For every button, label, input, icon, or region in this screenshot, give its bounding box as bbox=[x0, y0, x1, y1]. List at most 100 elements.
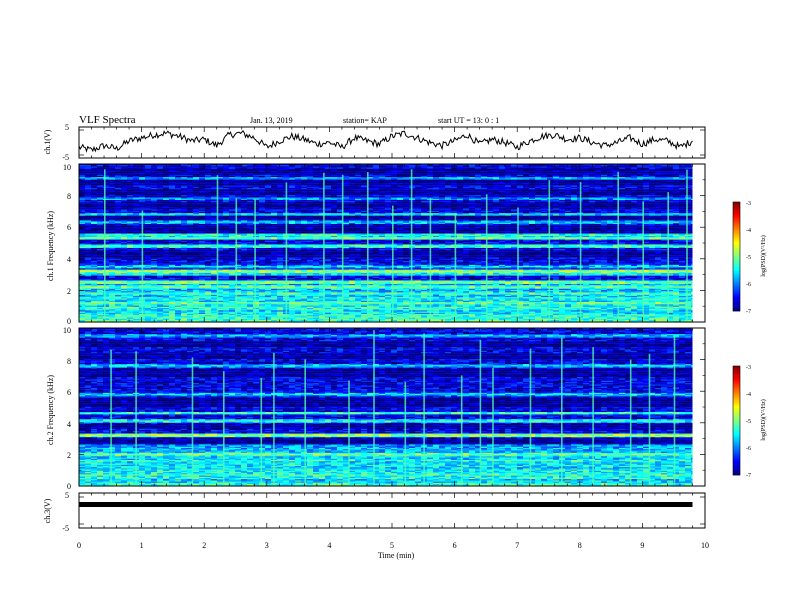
spectrogram-cell bbox=[613, 166, 619, 167]
spectrogram-cell bbox=[649, 176, 655, 177]
spectrogram-cell bbox=[517, 166, 523, 167]
spectrogram-cell bbox=[535, 177, 541, 178]
spectrogram-cell bbox=[469, 175, 475, 176]
spectrogram-cell bbox=[193, 170, 199, 171]
spectrogram-cell bbox=[409, 165, 415, 166]
spectrogram-cell bbox=[157, 166, 163, 167]
spectrogram-cell bbox=[523, 176, 529, 177]
spectrogram-cell bbox=[655, 168, 661, 169]
spectrogram-cell bbox=[229, 176, 235, 177]
spectrogram-cell bbox=[259, 169, 265, 170]
spectrogram-cell bbox=[661, 165, 667, 166]
spectrogram-cell bbox=[103, 174, 109, 175]
spectrogram-cell bbox=[157, 174, 163, 175]
spectrogram-cell bbox=[391, 175, 397, 176]
spectrogram-cell bbox=[133, 177, 139, 178]
spectrogram-cell bbox=[193, 171, 199, 172]
spectrogram-cell bbox=[169, 178, 175, 179]
spectrogram-cell bbox=[637, 170, 643, 171]
spectrogram-cell bbox=[97, 176, 103, 177]
spectrogram-cell bbox=[487, 174, 493, 175]
spectrogram-cell bbox=[349, 171, 355, 172]
spectrogram-cell bbox=[145, 170, 151, 171]
spectrogram-cell bbox=[121, 175, 127, 176]
spectrogram-cell bbox=[367, 169, 373, 170]
spectrogram-cell bbox=[571, 165, 577, 166]
spectrogram-cell bbox=[121, 178, 127, 179]
spectrogram-cell bbox=[433, 174, 439, 175]
spectrogram-cell bbox=[199, 177, 205, 178]
spectrogram-cell bbox=[571, 177, 577, 178]
spectrogram-cell bbox=[499, 174, 505, 175]
spectrogram-cell bbox=[493, 171, 499, 172]
spectrogram-cell bbox=[385, 170, 391, 171]
spectrogram-cell bbox=[589, 177, 595, 178]
spectrogram-cell bbox=[211, 178, 217, 179]
spectrogram-cell bbox=[649, 168, 655, 169]
spectrogram-cell bbox=[187, 165, 193, 166]
spectrogram-cell bbox=[361, 166, 367, 167]
spectrogram-cell bbox=[481, 172, 487, 173]
spectrogram-cell bbox=[85, 174, 91, 175]
spectrogram-cell bbox=[295, 178, 301, 179]
spectrogram-cell bbox=[337, 171, 343, 172]
spectrogram-cell bbox=[229, 169, 235, 170]
spectrogram-cell bbox=[331, 166, 337, 167]
spectrogram-cell bbox=[223, 177, 229, 178]
spectrogram-cell bbox=[91, 178, 97, 179]
spectrogram-cell bbox=[115, 170, 121, 171]
spectrogram-cell bbox=[457, 169, 463, 170]
spectrogram-cell bbox=[127, 175, 133, 176]
spectrogram-cell bbox=[157, 165, 163, 166]
spectrogram-cell bbox=[661, 169, 667, 170]
spectrogram-cell bbox=[199, 178, 205, 179]
spectrogram-cell bbox=[121, 174, 127, 175]
spectrogram-cell bbox=[355, 175, 361, 176]
spectrogram-cell bbox=[445, 170, 451, 171]
spectrogram-cell bbox=[457, 177, 463, 178]
spectrogram-cell bbox=[685, 165, 691, 166]
spectrogram-cell bbox=[271, 168, 277, 169]
spectrogram-cell bbox=[337, 174, 343, 175]
spectrogram-cell bbox=[151, 174, 157, 175]
spectrogram-cell bbox=[583, 171, 589, 172]
spectrogram-cell bbox=[175, 166, 181, 167]
spectrogram-cell bbox=[211, 168, 217, 169]
spectrogram-cell bbox=[235, 172, 241, 173]
spectrogram-cell bbox=[577, 175, 583, 176]
spectrogram-cell bbox=[385, 169, 391, 170]
spectrogram-cell bbox=[433, 166, 439, 167]
spectrogram-cell bbox=[577, 174, 583, 175]
spectrogram-cell bbox=[97, 175, 103, 176]
spectrogram-cell bbox=[157, 178, 163, 179]
spectrogram-cell bbox=[481, 170, 487, 171]
spectrogram-cell bbox=[535, 172, 541, 173]
spectrogram-cell bbox=[667, 168, 673, 169]
spectrogram-cell bbox=[151, 177, 157, 178]
spectrogram-cell bbox=[223, 168, 229, 169]
spectrogram-cell bbox=[541, 172, 547, 173]
spectrogram-cell bbox=[631, 165, 637, 166]
spectrogram-cell bbox=[205, 176, 211, 177]
spectrogram-cell bbox=[475, 177, 481, 178]
spectrogram-cell bbox=[379, 175, 385, 176]
spectrogram-cell bbox=[643, 175, 649, 176]
spectrogram-cell bbox=[193, 169, 199, 170]
spectrogram-cell bbox=[169, 165, 175, 166]
spectrogram-cell bbox=[355, 172, 361, 173]
spectrogram-cell bbox=[601, 170, 607, 171]
spectrogram-cell bbox=[649, 165, 655, 166]
spectrogram-cell bbox=[325, 168, 331, 169]
spectrogram-cell bbox=[475, 168, 481, 169]
spectrogram-cell bbox=[517, 176, 523, 177]
spectrogram-cell bbox=[319, 171, 325, 172]
spectrogram-cell bbox=[175, 170, 181, 171]
spectrogram-cell bbox=[247, 169, 253, 170]
spectrogram-cell bbox=[169, 169, 175, 170]
spectrogram-cell bbox=[355, 166, 361, 167]
spectrogram-cell bbox=[415, 175, 421, 176]
spectrogram-cell bbox=[271, 177, 277, 178]
spectrogram-cell bbox=[619, 171, 625, 172]
spectrogram-cell bbox=[85, 175, 91, 176]
spectrogram-cell bbox=[157, 169, 163, 170]
